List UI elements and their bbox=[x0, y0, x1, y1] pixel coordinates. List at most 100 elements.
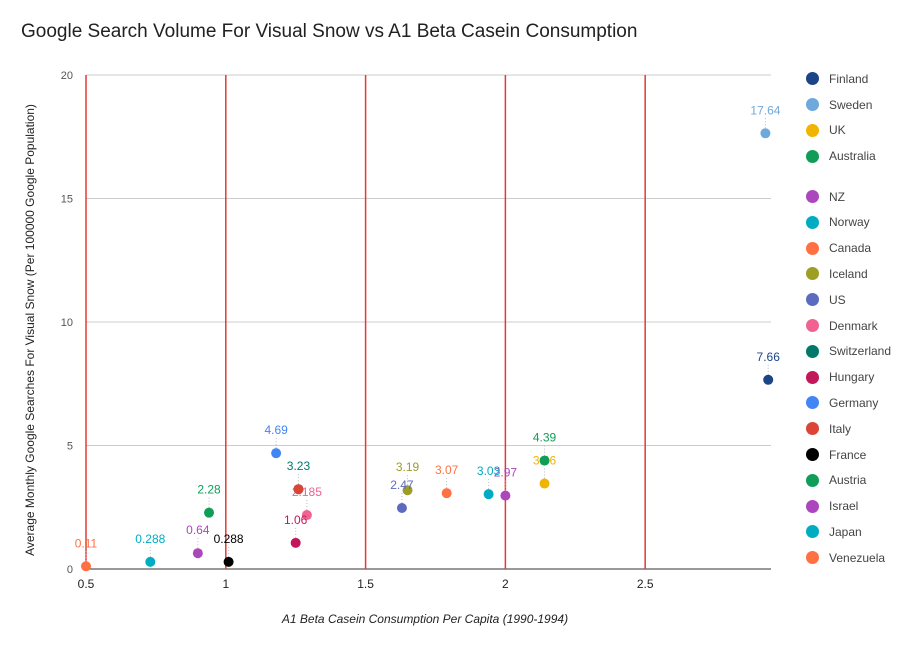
legend-label: UK bbox=[829, 123, 846, 138]
legend-item: Italy bbox=[806, 416, 891, 442]
data-label: 4.39 bbox=[533, 431, 557, 445]
x-tick-label: 0.5 bbox=[78, 577, 95, 591]
data-label: 3.19 bbox=[396, 460, 420, 474]
legend-item: Austria bbox=[806, 467, 891, 493]
x-tick-label: 1 bbox=[222, 577, 229, 591]
legend-swatch bbox=[806, 215, 819, 229]
legend-label: Venezuela bbox=[829, 550, 886, 565]
legend-label: Germany bbox=[829, 395, 879, 410]
y-tick-label: 20 bbox=[61, 70, 73, 82]
legend-item: Iceland bbox=[806, 261, 891, 287]
x-tick-label: 2.5 bbox=[637, 577, 654, 591]
data-point-hungary bbox=[290, 537, 301, 548]
legend-label: Italy bbox=[829, 421, 852, 436]
data-label: 17.64 bbox=[750, 103, 780, 117]
legend-item: Switzerland bbox=[806, 338, 891, 364]
legend-swatch bbox=[806, 473, 819, 487]
data-point-us bbox=[396, 502, 407, 513]
data-point-uk bbox=[539, 478, 550, 489]
legend-swatch bbox=[806, 344, 819, 358]
legend-item: Finland bbox=[806, 66, 891, 92]
legend-label: Norway bbox=[829, 215, 870, 230]
legend-swatch bbox=[806, 72, 819, 86]
legend-item: US bbox=[806, 287, 891, 313]
y-tick-label: 10 bbox=[61, 317, 73, 329]
legend-label: Finland bbox=[829, 71, 869, 86]
legend-item: Japan bbox=[806, 519, 891, 545]
data-point-france bbox=[223, 556, 234, 567]
legend-swatch bbox=[806, 525, 819, 539]
y-tick-label: 15 bbox=[61, 194, 73, 206]
legend-swatch bbox=[806, 190, 819, 204]
legend-swatch bbox=[806, 551, 819, 565]
legend-swatch bbox=[806, 319, 819, 333]
data-label: 0.64 bbox=[186, 523, 210, 537]
legend-label: NZ bbox=[829, 189, 845, 204]
legend-item: Denmark bbox=[806, 313, 891, 339]
data-label: 2.47 bbox=[390, 478, 414, 492]
x-tick-label: 2 bbox=[502, 577, 509, 591]
data-point-sweden bbox=[760, 128, 771, 139]
legend-swatch bbox=[806, 241, 819, 255]
legend-label: Japan bbox=[829, 524, 862, 539]
data-point-venezuela bbox=[81, 561, 91, 572]
legend-item: Hungary bbox=[806, 364, 891, 390]
legend-item: Germany bbox=[806, 390, 891, 416]
x-axis-title: A1 Beta Casein Consumption Per Capita (1… bbox=[281, 612, 568, 626]
data-label: 0.288 bbox=[214, 532, 244, 546]
data-point-germany bbox=[271, 448, 282, 459]
legend-item: Venezuela bbox=[806, 545, 891, 571]
legend-item: Australia bbox=[806, 143, 891, 169]
legend: Finland Sweden UK Australia NZ Norway Canada Ic… bbox=[806, 66, 891, 571]
legend-label: France bbox=[829, 447, 867, 462]
legend-swatch bbox=[806, 293, 819, 307]
data-point-denmark bbox=[301, 510, 312, 521]
data-label: 3.07 bbox=[435, 463, 459, 477]
legend-label: Switzerland bbox=[829, 344, 892, 359]
legend-swatch bbox=[806, 123, 819, 137]
legend-label: Canada bbox=[829, 241, 872, 256]
chart-title: Google Search Volume For Visual Snow vs … bbox=[21, 21, 638, 42]
legend-label: Denmark bbox=[829, 318, 878, 333]
data-point-finland bbox=[763, 374, 774, 385]
legend-swatch bbox=[806, 370, 819, 384]
legend-label: Sweden bbox=[829, 97, 873, 112]
data-point-japan bbox=[145, 556, 156, 567]
data-label: 0.288 bbox=[135, 532, 165, 546]
legend-swatch bbox=[806, 422, 819, 436]
data-label: 7.66 bbox=[757, 350, 781, 364]
data-label: 0.11 bbox=[75, 536, 98, 550]
y-axis-title: Average Monthly Google Searches For Visu… bbox=[23, 104, 37, 556]
legend-swatch bbox=[806, 98, 819, 112]
legend-label: Austria bbox=[829, 473, 867, 488]
legend-item: UK bbox=[806, 118, 891, 144]
legend-label: Hungary bbox=[829, 370, 875, 385]
legend-label: Israel bbox=[829, 499, 859, 514]
data-point-nz bbox=[500, 490, 511, 501]
legend-swatch bbox=[806, 267, 819, 281]
y-tick-label: 5 bbox=[67, 441, 73, 453]
data-label: 3.23 bbox=[287, 459, 311, 473]
legend-swatch bbox=[806, 499, 819, 513]
legend-item: France bbox=[806, 442, 891, 468]
data-point-norway bbox=[483, 489, 494, 500]
data-point-iceland bbox=[402, 485, 413, 496]
data-point-austria bbox=[539, 455, 550, 466]
legend-swatch bbox=[806, 149, 819, 163]
data-point-italy bbox=[293, 484, 304, 495]
x-tick-label: 1.5 bbox=[357, 577, 374, 591]
data-label: 2.97 bbox=[494, 466, 518, 480]
legend-label: Australia bbox=[829, 149, 876, 164]
legend-item: NZ bbox=[806, 184, 891, 210]
legend-item: Canada bbox=[806, 235, 891, 261]
legend-swatch bbox=[806, 448, 819, 462]
legend-item: Sweden bbox=[806, 92, 891, 118]
data-point-israel bbox=[192, 548, 203, 559]
legend-item: Norway bbox=[806, 209, 891, 235]
data-point-canada bbox=[441, 488, 452, 499]
legend-swatch bbox=[806, 396, 819, 410]
data-label: 4.69 bbox=[264, 423, 288, 437]
y-tick-label: 0 bbox=[67, 564, 73, 576]
legend-label: Iceland bbox=[829, 266, 868, 281]
